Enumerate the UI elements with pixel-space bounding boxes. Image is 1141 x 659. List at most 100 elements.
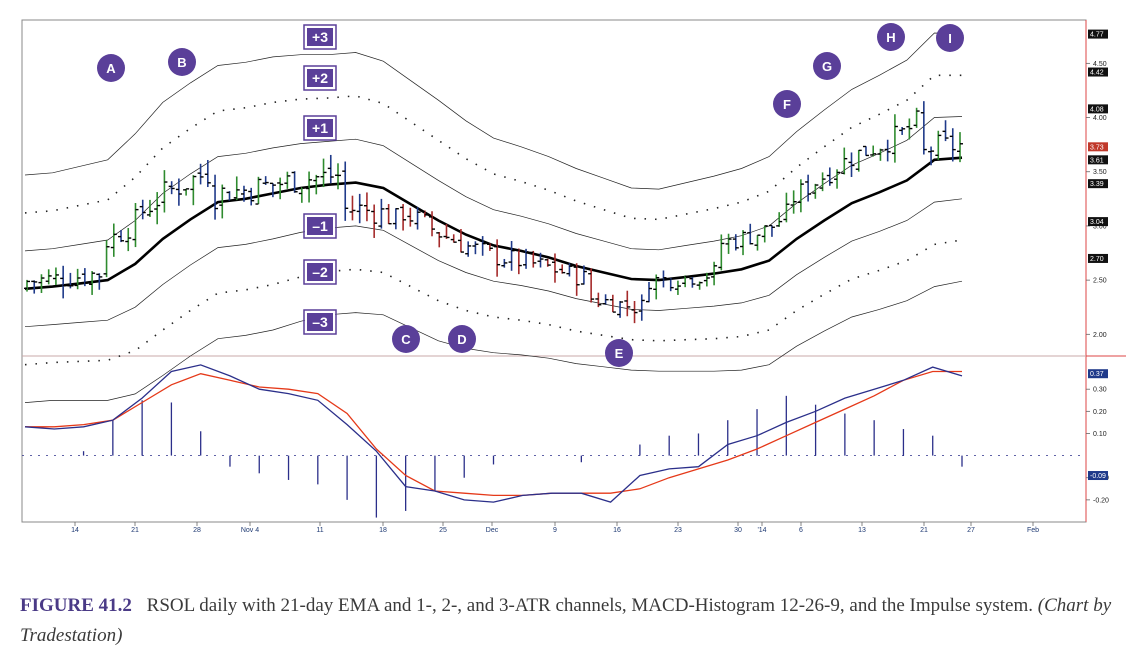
price-bar: [711, 261, 718, 286]
price-bar: [617, 301, 624, 318]
price-tag: [1088, 155, 1108, 165]
band-label-box: [305, 215, 335, 237]
price-bar: [45, 269, 52, 285]
price-bar: [530, 250, 537, 268]
band-label: –3: [312, 314, 328, 330]
macd-panel: [22, 364, 1086, 518]
price-bar: [588, 268, 595, 303]
price-bar: [790, 190, 797, 214]
price-bar: [269, 182, 276, 198]
macd-signal-line: [25, 370, 962, 497]
price-bar: [38, 274, 45, 293]
price-bar: [60, 265, 67, 299]
price-bar: [646, 281, 652, 303]
price-bar: [957, 132, 963, 163]
price-bar: [544, 258, 551, 267]
band-label: –2: [312, 264, 328, 280]
price-tag: [1088, 142, 1108, 152]
x-tick-label: 30: [734, 527, 742, 534]
price-bar: [392, 208, 399, 230]
channel-upper-3atr: [24, 32, 963, 190]
price-bar: [776, 212, 783, 227]
chart-canvas: 14 21 28 Nov 4 11 18 25 Dec 9 16 23 30 '14 6 13 21 27 Feb…: [21, 19, 1126, 534]
price-bar: [436, 232, 443, 248]
price-bar: [233, 176, 240, 201]
price-panel: [24, 32, 963, 403]
price-bar: [342, 161, 349, 221]
marker-label: E: [615, 346, 624, 361]
marker-circle: [168, 48, 196, 76]
price-bar: [298, 186, 305, 203]
price-tag-label: 3.73: [1090, 144, 1104, 151]
price-bar: [407, 207, 414, 227]
price-bar: [277, 177, 284, 200]
macd-value-tag: [1088, 369, 1108, 379]
x-tick-label: 18: [379, 527, 387, 534]
price-bar: [609, 294, 616, 313]
price-bar: [515, 248, 522, 275]
price-bar: [414, 207, 421, 230]
price-bar: [363, 192, 370, 222]
price-bar: [551, 253, 558, 283]
price-bar: [913, 107, 920, 128]
price-bar: [175, 178, 182, 206]
price-bar: [870, 145, 877, 157]
price-bar: [465, 241, 472, 257]
band-label-outline: [303, 115, 337, 141]
band-label-outline: [303, 213, 337, 239]
channel-lower-3atr: [24, 280, 963, 403]
figure-label: FIGURE 41.2: [20, 595, 132, 616]
x-axis: 14 21 28 Nov 4 11 18 25 Dec 9 16 23 30 '14 6 13 21 27 Feb: [71, 522, 1039, 534]
price-bar: [139, 199, 146, 220]
price-bar: [248, 187, 255, 206]
marker-circle: [773, 90, 801, 118]
price-tag-label: 3.61: [1090, 157, 1104, 164]
price-bar: [501, 258, 508, 268]
price-bar: [219, 184, 226, 219]
price-bar: [689, 277, 696, 288]
price-bar: [783, 192, 790, 223]
band-label: +2: [312, 70, 328, 86]
price-bar: [146, 199, 153, 217]
price-bar: [580, 265, 587, 285]
marker-label: G: [822, 59, 832, 74]
price-bar: [826, 167, 833, 186]
marker-label: F: [783, 97, 791, 112]
price-tag-label: 3.04: [1090, 219, 1104, 226]
marker-circle: [97, 54, 125, 82]
price-bar: [457, 228, 464, 253]
y-tick-label: 4.00: [1093, 115, 1107, 122]
marker-label: A: [106, 61, 116, 76]
price-bar: [797, 179, 804, 213]
price-bar: [52, 267, 59, 285]
price-bar: [486, 243, 493, 251]
price-tag-label: 4.42: [1090, 70, 1104, 77]
price-bar: [935, 130, 942, 160]
band-label-box: [305, 311, 335, 333]
price-bar: [262, 176, 269, 185]
price-bar: [537, 252, 544, 268]
x-tick-label: Feb: [1027, 527, 1039, 534]
marker-label: C: [401, 332, 411, 347]
price-bar: [255, 176, 262, 205]
price-tag-label: 4.08: [1090, 106, 1104, 113]
price-bar: [291, 171, 298, 193]
price-bar: [443, 224, 450, 239]
price-bar: [429, 211, 436, 237]
price-bar: [197, 163, 204, 185]
caption-credit: (Chart by Tradestation): [20, 595, 1112, 646]
price-bar: [855, 149, 862, 172]
price-tag-label: 4.77: [1090, 32, 1104, 39]
price-bar: [566, 263, 573, 277]
price-bar: [400, 204, 407, 231]
price-bar: [74, 268, 81, 290]
marker-circle: [936, 24, 964, 52]
price-bar: [125, 227, 132, 252]
channel-lower-2atr: [24, 239, 963, 366]
price-bar: [240, 185, 247, 202]
price-bar: [306, 171, 313, 203]
price-bar: [834, 169, 841, 189]
price-bar: [371, 204, 378, 238]
x-tick-label: 23: [674, 527, 682, 534]
price-bar: [949, 128, 956, 162]
